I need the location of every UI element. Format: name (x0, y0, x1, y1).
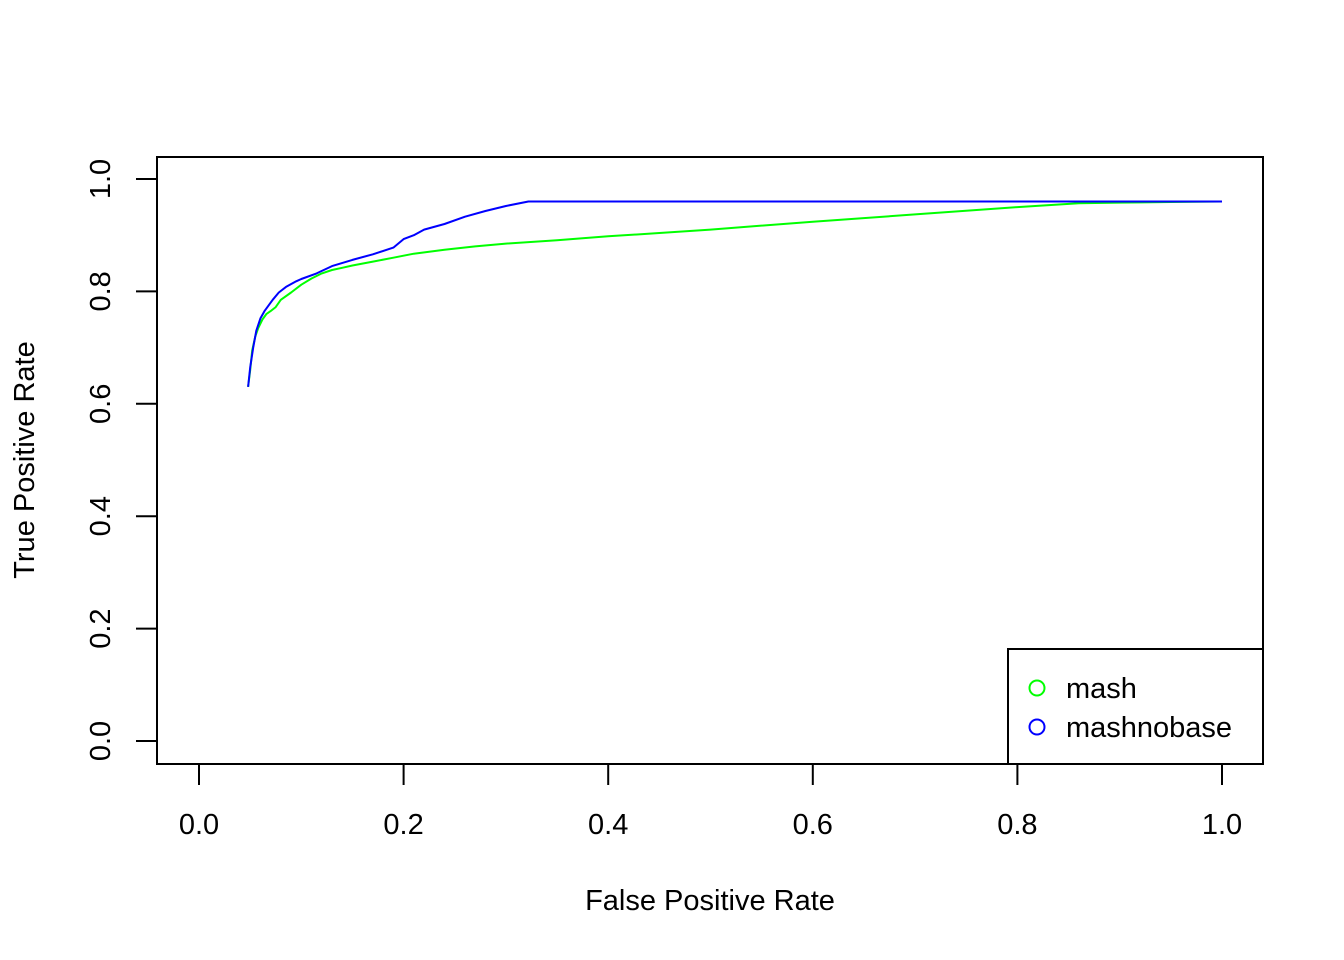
y-tick-label: 0.4 (85, 496, 117, 536)
y-tick-label: 0.0 (85, 721, 117, 761)
y-axis: 0.0 0.2 0.4 0.6 0.8 1.0 (85, 159, 158, 761)
series-line-mashnobase (247, 200, 1222, 388)
x-tick-label: 0.6 (793, 809, 833, 841)
y-tick-label: 0.6 (85, 384, 117, 424)
legend: mash mashnobase (1007, 648, 1264, 765)
y-axis-label: True Positive Rate (9, 341, 41, 578)
y-tick-label: 0.2 (85, 608, 117, 648)
legend-box (1007, 648, 1264, 765)
x-tick-label: 0.0 (179, 809, 219, 841)
y-tick-label: 0.8 (85, 271, 117, 311)
series-layer (247, 200, 1223, 388)
legend-marker-mash (1028, 679, 1046, 697)
x-tick-label: 1.0 (1202, 809, 1242, 841)
x-tick-label: 0.4 (588, 809, 628, 841)
legend-marker-mashnobase (1028, 718, 1046, 736)
x-tick-label: 0.8 (997, 809, 1037, 841)
y-tick-label: 1.0 (85, 159, 117, 199)
legend-label-mashnobase: mashnobase (1066, 712, 1232, 744)
series-line-mash (247, 200, 1223, 388)
legend-label-mash: mash (1066, 673, 1137, 705)
x-tick-label: 0.2 (383, 809, 423, 841)
x-axis-label: False Positive Rate (585, 885, 835, 917)
